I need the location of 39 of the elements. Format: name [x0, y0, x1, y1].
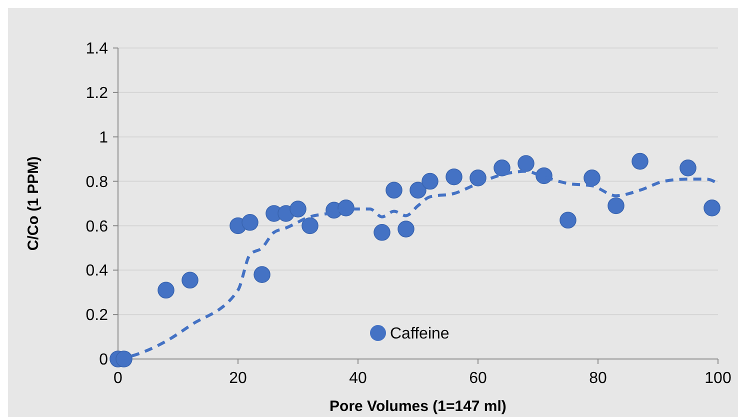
x-tick-label: 40	[349, 370, 367, 387]
point	[158, 282, 174, 299]
point	[398, 220, 414, 238]
point	[584, 170, 600, 186]
point	[560, 212, 576, 229]
y-tick-label: 0.6	[86, 218, 108, 236]
y-tick-label: 0.4	[86, 262, 108, 280]
point	[182, 272, 198, 289]
x-tick-label: 0	[114, 370, 123, 387]
x-tick-label: 60	[469, 370, 487, 387]
y-tick-label: 0.2	[86, 307, 108, 324]
y-axis-title: C/Co (1 PPM)	[25, 156, 42, 251]
y-tick-label: 1.4	[86, 40, 108, 58]
point	[494, 160, 510, 176]
x-axis-title: Pore Volumes (1=147 ml)	[330, 398, 506, 415]
y-tick-label: 1.2	[86, 85, 108, 102]
point	[470, 170, 486, 186]
point	[632, 152, 648, 170]
point	[116, 350, 132, 368]
y-tick-label: 0.8	[86, 174, 108, 191]
point	[242, 214, 258, 231]
point	[290, 200, 306, 218]
y-tick-label: 0	[99, 352, 108, 369]
point	[422, 172, 438, 190]
point	[374, 224, 390, 241]
point	[410, 182, 426, 199]
point	[386, 182, 402, 199]
point	[446, 168, 462, 186]
y-tick-label: 1	[99, 129, 108, 146]
point	[608, 197, 624, 214]
point	[254, 266, 270, 283]
x-tick-label: 20	[229, 370, 247, 387]
point	[680, 160, 696, 176]
x-tick-label: 100	[704, 370, 732, 387]
point	[302, 217, 318, 234]
point	[518, 155, 534, 172]
point	[704, 200, 720, 216]
legend-label: Caffeine	[390, 326, 450, 343]
x-tick-label: 80	[589, 370, 607, 387]
